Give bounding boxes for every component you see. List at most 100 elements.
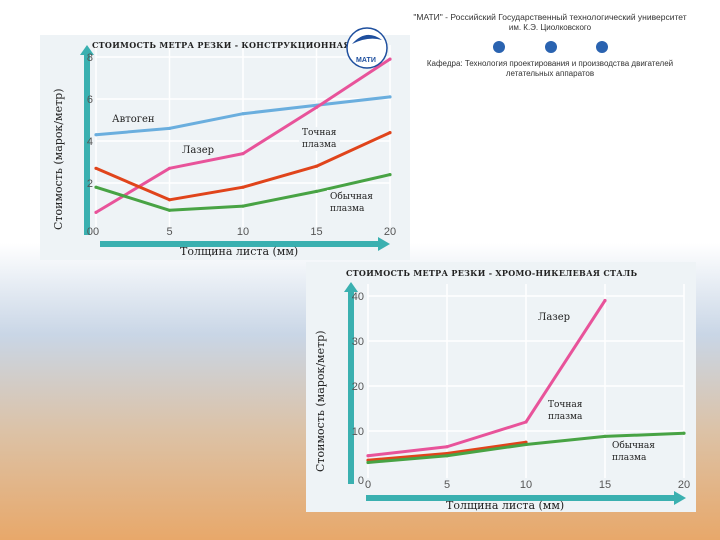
series-label-bg <box>535 311 574 324</box>
series-label-word: плазма <box>548 412 583 422</box>
origin-label: 0 <box>358 475 364 487</box>
data-point <box>167 198 172 202</box>
department-line-1: Кафедра: Технология проектирования и про… <box>426 59 674 68</box>
data-point <box>241 152 245 156</box>
series-label-word: плазма <box>612 453 647 463</box>
series-label-bg <box>179 144 218 157</box>
series-label-bg <box>299 127 340 151</box>
y-axis-arrow-icon <box>80 45 94 55</box>
series-label-word: Обычная <box>330 191 373 202</box>
department-line-2: летательных аппаратов <box>505 69 595 78</box>
data-point <box>388 95 392 99</box>
data-point <box>603 298 607 303</box>
university-header: "МАТИ" - Российский Государственный техн… <box>385 12 715 82</box>
series-label-bg <box>545 399 586 423</box>
x-axis-bar <box>366 495 676 501</box>
series-label: Обычная плазма <box>327 190 377 215</box>
x-tick-label: 5 <box>166 226 172 238</box>
y-axis-bar <box>84 53 90 235</box>
series-label-text: Точная плазма <box>548 400 583 422</box>
data-point <box>366 460 370 465</box>
series-label-text: Лазер <box>182 145 214 156</box>
series-label-word: Точная <box>548 400 583 410</box>
data-point <box>314 164 319 168</box>
series-label-bg <box>327 190 377 215</box>
data-point <box>388 173 392 177</box>
circle-icon <box>493 41 505 53</box>
x-tick-label: 10 <box>520 479 532 491</box>
y-tick-label: 30 <box>352 336 364 348</box>
data-point <box>445 454 449 458</box>
data-point <box>314 189 319 193</box>
series-label-word: Обычная <box>612 440 655 451</box>
x-axis-label: Толщина листа (мм) <box>180 245 298 258</box>
series-label: Лазер <box>179 144 218 157</box>
chart-chrome-nickel-steel: 0 5 10 15 20 10 20 30 40 0 СТОИМОСТЬ МЕТРА РЕЗКИ -… <box>306 262 696 512</box>
x-tick-label: 0 <box>93 226 99 238</box>
data-point <box>94 185 98 189</box>
series-label: Точная плазма <box>545 399 586 423</box>
y-tick-label: 20 <box>352 381 364 393</box>
y-tick-label: 40 <box>352 291 364 303</box>
data-point <box>94 210 98 214</box>
data-point <box>94 133 98 137</box>
university-name: "МАТИ" - Российский Государственный техн… <box>413 12 687 22</box>
data-point <box>241 204 245 208</box>
x-axis-label: Толщина листа (мм) <box>446 499 564 512</box>
y-tick-label: 2 <box>87 178 93 190</box>
chart-structural-steel: 0 5 10 15 20 2 4 6 8 0 СТОИМОСТЬ МЕТРА РЕЗКИ - КОН… <box>40 35 410 260</box>
data-point <box>603 434 607 438</box>
series-label-text: Обычная плазма <box>612 440 655 463</box>
origin-label: 0 <box>87 226 93 238</box>
data-point <box>167 208 172 212</box>
series-label-bg <box>609 439 659 464</box>
series-label-text: Точная плазма <box>302 128 337 150</box>
circle-icon <box>596 41 608 53</box>
series-label-text: Автоген <box>112 114 155 125</box>
data-point <box>524 442 528 447</box>
data-point <box>94 166 98 170</box>
series-label: Лазер <box>535 311 574 324</box>
x-axis-arrow-icon <box>674 491 686 505</box>
data-point <box>388 131 392 135</box>
x-tick-label: 20 <box>384 226 396 238</box>
chart-title: СТОИМОСТЬ МЕТРА РЕЗКИ - КОНСТРУКЦИОННАЯ … <box>92 40 361 50</box>
y-tick-label: 4 <box>87 136 93 148</box>
x-tick-label: 15 <box>310 226 322 238</box>
data-point <box>241 112 245 116</box>
series-label-word: Точная <box>302 128 337 138</box>
series-label-word: плазма <box>302 140 337 150</box>
data-point <box>388 57 392 61</box>
chart-chrome-nickel-steel-svg: 0 5 10 15 20 10 20 30 40 0 СТОИМОСТЬ МЕТРА РЕЗКИ -… <box>314 268 690 512</box>
x-tick-label: 15 <box>599 479 611 491</box>
data-point <box>241 185 245 189</box>
y-tick-label: 10 <box>352 426 364 438</box>
y-axis-label: Стоимость (марок/метр) <box>314 330 327 472</box>
chart-structural-steel-svg: 0 5 10 15 20 2 4 6 8 0 СТОИМОСТЬ МЕТРА РЕЗКИ - КОН… <box>52 40 396 258</box>
data-point <box>366 454 370 458</box>
series-label-text: Лазер <box>538 312 570 323</box>
data-point <box>524 420 528 424</box>
series-label-word: плазма <box>330 204 365 214</box>
y-tick-label: 8 <box>87 52 93 64</box>
series-label-bg <box>109 113 158 126</box>
x-tick-label: 0 <box>365 479 371 491</box>
y-axis-bar <box>348 290 354 484</box>
decorative-circles <box>493 41 613 55</box>
y-axis-arrow-icon <box>344 282 358 292</box>
series-label: Автоген <box>109 113 158 126</box>
series-label: Точная плазма <box>299 127 340 151</box>
data-point <box>167 126 172 130</box>
series-label: Обычная плазма <box>609 439 659 464</box>
x-axis-bar <box>100 241 380 247</box>
circle-icon <box>545 41 557 53</box>
y-axis-label: Стоимость (марок/метр) <box>52 88 65 230</box>
data-point <box>682 431 686 435</box>
series-line-1 <box>367 299 607 458</box>
data-point <box>314 105 319 109</box>
x-tick-label: 20 <box>678 479 690 491</box>
x-axis-arrow-icon <box>378 237 390 251</box>
y-tick-label: 6 <box>87 94 93 106</box>
department: Кафедра: Технология проектирования и про… <box>385 59 715 79</box>
data-point <box>167 166 172 170</box>
